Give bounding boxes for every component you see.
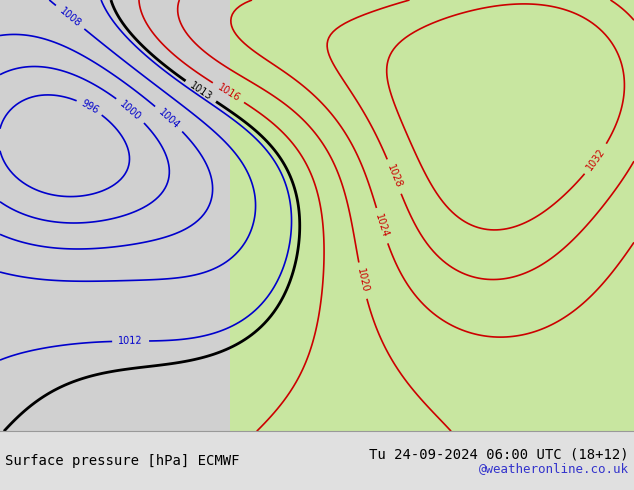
Text: 1004: 1004: [157, 107, 181, 131]
Text: Tu 24-09-2024 06:00 UTC (18+12): Tu 24-09-2024 06:00 UTC (18+12): [370, 447, 629, 462]
Text: 996: 996: [79, 98, 100, 116]
Text: 1024: 1024: [373, 213, 391, 239]
Text: 1028: 1028: [385, 163, 403, 190]
Bar: [0, 431, 634, 490]
Text: @weatheronline.co.uk: @weatheronline.co.uk: [479, 462, 629, 475]
Text: 1020: 1020: [355, 268, 370, 294]
Text: 1012: 1012: [119, 336, 143, 346]
Text: 1016: 1016: [216, 82, 242, 103]
Text: Surface pressure [hPa] ECMWF: Surface pressure [hPa] ECMWF: [5, 454, 240, 467]
Bar: [0, 0, 634, 431]
Text: 1000: 1000: [118, 98, 143, 122]
Text: 1013: 1013: [188, 80, 214, 102]
Bar: [0, 0, 230, 431]
Text: 1032: 1032: [585, 147, 607, 172]
Text: 1008: 1008: [58, 5, 82, 29]
